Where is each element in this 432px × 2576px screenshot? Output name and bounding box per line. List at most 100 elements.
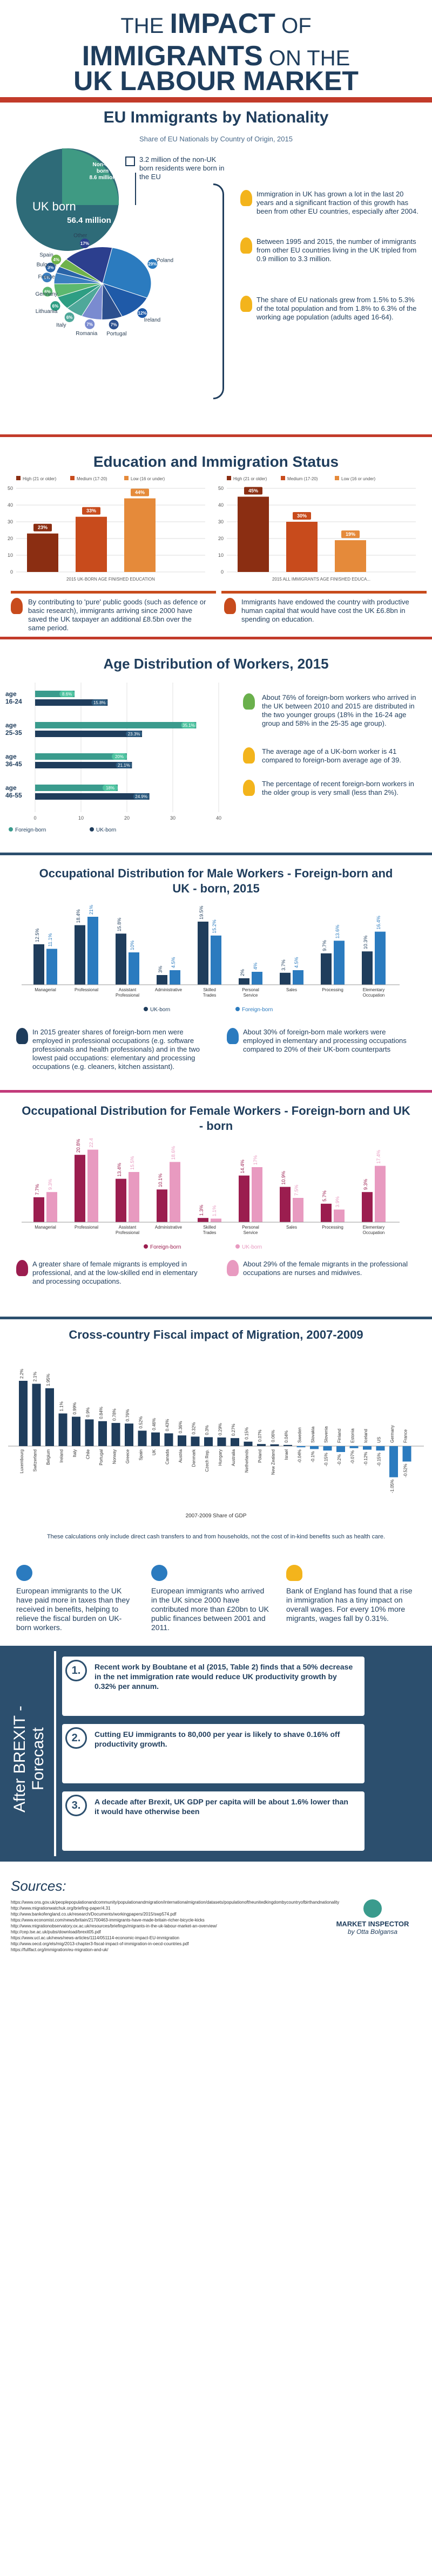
value-label: 3.7% xyxy=(281,959,286,971)
age-range-label: 25-35 xyxy=(5,729,22,737)
source-line[interactable]: https://www.ons.gov.uk/peoplepopulationa… xyxy=(11,1900,340,1905)
value-label: 4% xyxy=(253,963,258,970)
bar xyxy=(293,1198,303,1222)
bar xyxy=(211,1218,221,1222)
value-label: 0.15% xyxy=(245,1427,249,1440)
value-label: 13.6% xyxy=(335,925,340,939)
pie-value-label: 5% xyxy=(44,275,50,280)
category-label: Professional xyxy=(116,993,139,998)
bar xyxy=(204,1437,213,1446)
pie-category-label: Other xyxy=(73,233,87,238)
bar xyxy=(164,1433,173,1446)
bar xyxy=(252,1167,262,1222)
value-label: 10.3% xyxy=(363,936,368,950)
value-label: -0.04% xyxy=(298,1449,302,1463)
value-label: 24.9% xyxy=(135,794,147,799)
bar xyxy=(257,1444,266,1446)
value-label: 8.6% xyxy=(62,692,72,697)
value-badge xyxy=(103,785,118,791)
x-tick-label: 40 xyxy=(216,815,221,821)
legend-label: High (21 or older) xyxy=(233,476,267,481)
value-label: 0.06% xyxy=(271,1430,276,1442)
legend-swatch xyxy=(144,1007,148,1011)
eu-nationality-pie: 29%Poland 12%Ireland 7% Portugal 7% Romania 6%… xyxy=(35,233,173,337)
pie-value-badge xyxy=(79,238,90,249)
s1-note1: Immigration in UK has grown a lot in the… xyxy=(256,190,418,215)
category-label: Processing xyxy=(322,1225,343,1230)
bar xyxy=(389,1446,398,1477)
y-tick-label: 20 xyxy=(218,536,224,541)
value-label: 0.36% xyxy=(178,1421,183,1434)
value-label: 0.04% xyxy=(284,1430,289,1443)
legend-swatch xyxy=(335,476,339,480)
source-line[interactable]: http://www.migrationwatchuk.org/briefing… xyxy=(11,1906,111,1911)
category-label: Professional xyxy=(75,987,98,992)
bar xyxy=(124,498,156,572)
value-label: 45% xyxy=(248,488,258,494)
value-label: -0.1% xyxy=(310,1451,315,1463)
category-label: Elementary xyxy=(363,1225,384,1230)
legend-swatch xyxy=(235,1244,240,1249)
bar xyxy=(349,1446,359,1448)
source-line[interactable]: http://www.bankofengland.co.uk/research/… xyxy=(11,1912,177,1917)
value-badge xyxy=(133,793,150,800)
category-label: Assistant xyxy=(119,1225,137,1230)
category-label: Personal xyxy=(242,987,259,992)
lightbulb-icon xyxy=(286,1565,302,1581)
s4-note-left: In 2015 greater shares of foreign-born m… xyxy=(32,1028,200,1071)
value-label: -0.15% xyxy=(324,1453,329,1466)
s1-title: EU Immigrants by Nationality xyxy=(103,108,329,126)
category-label: Trades xyxy=(203,993,217,998)
value-badge xyxy=(91,699,108,706)
sources-title: Sources: xyxy=(11,1878,66,1894)
source-line[interactable]: https://fullfact.org/immigration/eu-migr… xyxy=(11,1947,109,1952)
legend-swatch xyxy=(235,1007,240,1011)
value-label: 33% xyxy=(86,508,96,514)
age-label: age xyxy=(5,784,17,792)
age-range-label: 46-55 xyxy=(5,792,22,799)
value-label: -0.15% xyxy=(377,1453,382,1466)
value-label: 0.07% xyxy=(258,1429,262,1442)
value-label: 7.7% xyxy=(35,1184,40,1195)
source-line[interactable]: http://www.oecd.org/els/mig/2013-chapter… xyxy=(11,1941,189,1946)
pie-slice xyxy=(65,247,113,284)
value-label: 18.6% xyxy=(171,1146,176,1160)
y-tick-label: 50 xyxy=(8,486,13,491)
legend-label: High (21 or older) xyxy=(23,476,57,481)
legend-label: Medium (17-20) xyxy=(77,476,107,481)
person-icon xyxy=(227,1028,239,1044)
source-line[interactable]: https://www.ucl.ac.uk/news/news-articles… xyxy=(11,1936,179,1940)
source-line[interactable]: https://www.economist.com/news/britain/2… xyxy=(11,1918,205,1923)
source-line[interactable]: http://cep.lse.ac.uk/pubs/download/brexi… xyxy=(11,1930,101,1934)
category-label: Spain xyxy=(139,1449,144,1460)
s5-title: Occupational Distribution for Female Wor… xyxy=(22,1104,410,1133)
bar xyxy=(296,1446,306,1448)
value-label: 9.3% xyxy=(363,1179,368,1190)
category-label: Managerial xyxy=(35,1225,56,1230)
bar xyxy=(231,1438,239,1446)
pie-value-badge xyxy=(64,312,75,322)
value-label: 3% xyxy=(158,966,163,973)
category-label: Luxembourg xyxy=(19,1449,24,1473)
value-label: 2.1% xyxy=(33,1372,38,1381)
pie-value-badge xyxy=(51,254,62,264)
title-line-1: THE IMPACT OF xyxy=(120,8,312,39)
bar xyxy=(45,1388,54,1446)
bar-foreign-born xyxy=(35,753,127,760)
lightbulb-icon xyxy=(240,237,252,254)
brace xyxy=(213,183,224,399)
category-label: Israel xyxy=(284,1449,289,1460)
bar xyxy=(75,1155,85,1222)
bar xyxy=(217,1437,226,1446)
source-line[interactable]: http://www.migrationobservatory.ox.ac.uk… xyxy=(11,1924,217,1928)
pie-category-label: France xyxy=(38,274,55,280)
category-label: Estonia xyxy=(350,1428,355,1443)
s2-note-right: Immigrants have endowed the country with… xyxy=(241,598,409,623)
legend-label: Low (16 or under) xyxy=(131,476,165,481)
bar xyxy=(293,970,303,985)
x-tick-label: 30 xyxy=(170,815,176,821)
legend-swatch xyxy=(16,476,21,480)
bar xyxy=(151,1432,160,1446)
s1-note2: Between 1995 and 2015, the number of imm… xyxy=(256,237,417,263)
category-label: Personal xyxy=(242,1225,259,1230)
